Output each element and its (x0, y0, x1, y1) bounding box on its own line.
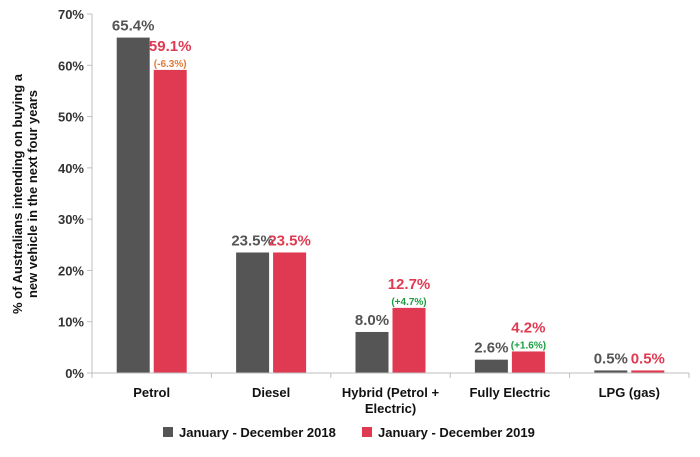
bar (116, 37, 150, 373)
y-tick-label: 20% (58, 263, 84, 278)
y-axis-title: % of Australians intending on buying ane… (10, 73, 40, 314)
data-label: 0.5% (631, 350, 665, 367)
legend-swatch (163, 427, 173, 437)
y-axis-title-line: % of Australians intending on buying a (10, 73, 25, 314)
x-tick-label-line: Fully Electric (469, 385, 550, 400)
y-tick-label: 70% (58, 7, 84, 22)
data-label: 0.5% (594, 350, 628, 367)
y-tick-label: 30% (58, 212, 84, 227)
y-tick-label: 0% (65, 366, 84, 381)
data-label: 4.2% (511, 319, 545, 336)
legend: January - December 2018 January - Decembe… (163, 425, 535, 440)
x-tick-label-line: Hybrid (Petrol + (342, 385, 440, 400)
x-tick-label: Petrol (133, 385, 170, 400)
data-label: 2.6% (474, 340, 508, 357)
y-axis-title-line: new vehicle in the next four years (25, 90, 40, 298)
y-tick-label: 60% (58, 58, 84, 73)
y-tick-label: 10% (58, 315, 84, 330)
data-labels: 65.4% 59.1% 23.5%23.5% 8.0% 12.7% 2.6%4.2% 0.5… (112, 18, 665, 368)
x-tick-label: Hybrid (Petrol + Electric) (342, 385, 440, 416)
bar (273, 252, 307, 373)
y-axis: 0% 10% 20% 30% 40% 50% 60% 70% (58, 7, 93, 381)
bar (474, 359, 508, 373)
x-tick-label-line: LPG (gas) (599, 385, 660, 400)
x-tick-label-line: Petrol (133, 385, 170, 400)
data-label: 23.5% (268, 232, 311, 249)
bar (355, 331, 389, 373)
x-tick-label-line: Electric) (365, 401, 416, 416)
y-tick-label: 50% (58, 110, 84, 125)
legend-label: January - December 2018 (179, 425, 336, 440)
legend-swatch (362, 427, 372, 437)
bar (511, 351, 545, 373)
data-label: 65.4% (112, 18, 155, 35)
x-tick-label: Fully Electric (469, 385, 550, 400)
legend-label: January - December 2019 (378, 425, 535, 440)
x-tick-label: LPG (gas) (599, 385, 660, 400)
bar (236, 252, 270, 373)
x-axis: Petrol Diesel Hybrid (Petrol + Electric) Ful… (91, 372, 690, 416)
change-label: (+4.7%) (391, 297, 426, 308)
y-tick-label: 40% (58, 161, 84, 176)
change-label: (+1.6%) (511, 340, 546, 351)
data-label: 8.0% (355, 312, 389, 329)
bar (594, 370, 628, 373)
y-axis-label: % of Australians intending on buying ane… (10, 73, 40, 314)
bars (116, 37, 665, 373)
data-label: 59.1% (149, 38, 192, 55)
bar (153, 69, 187, 373)
change-label: (-6.3%) (154, 59, 187, 70)
x-tick-label: Diesel (252, 385, 290, 400)
x-tick-label-line: Diesel (252, 385, 290, 400)
data-label: 12.7% (388, 276, 431, 293)
bar (631, 370, 665, 373)
bar (392, 307, 426, 373)
data-label: 23.5% (231, 232, 274, 249)
